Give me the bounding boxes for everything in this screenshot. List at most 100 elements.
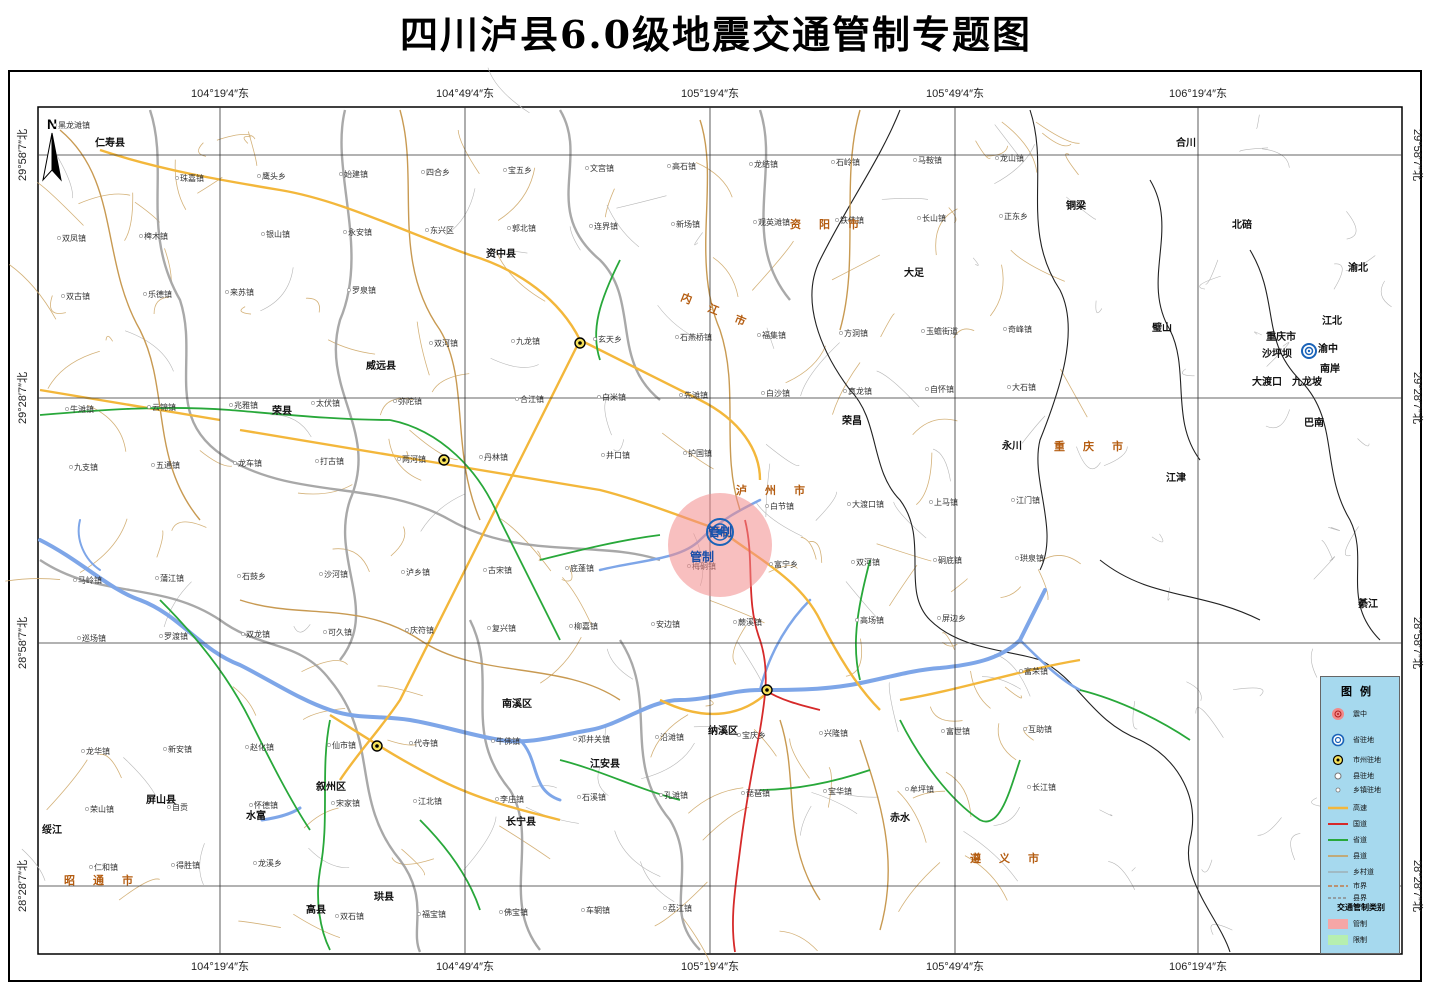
capital-icon — [1301, 343, 1317, 359]
county-boundary-line — [1328, 897, 1348, 899]
town-label: 白沙镇 — [766, 388, 790, 398]
town-icon — [487, 626, 491, 630]
town-icon — [651, 622, 655, 626]
town-icon — [159, 634, 163, 638]
town-label: 庆符镇 — [410, 625, 434, 635]
lat-label-3-right: 28°58′7″北 — [1411, 617, 1424, 669]
town-label: 永安镇 — [348, 227, 372, 237]
town-marker: 东兴区 — [425, 225, 454, 235]
town-label: 沙河镇 — [324, 569, 348, 579]
legend-category-title: 交通管制类别 — [1337, 903, 1385, 912]
town-icon — [597, 395, 601, 399]
town-marker: 沙河镇 — [319, 569, 348, 579]
town-label: 蕨溪镇 — [738, 617, 762, 627]
county-label: 渝中 — [1318, 342, 1338, 355]
town-marker: 打古镇 — [315, 456, 344, 466]
town-marker: 高石镇 — [667, 161, 696, 171]
lon-label-5-top: 106°19′4″东 — [1169, 87, 1227, 100]
county-label: 长宁县 — [506, 815, 536, 828]
town-marker: 井口镇 — [601, 450, 630, 460]
town-icon — [601, 453, 605, 457]
county-label: 沙坪坝 — [1262, 347, 1292, 360]
lat-label-2-right: 29°28′7″北 — [1411, 372, 1424, 424]
town-label: 仁和镇 — [94, 862, 118, 872]
town-marker: 富宁乡 — [769, 559, 798, 569]
town-label: 邓井关镇 — [578, 734, 610, 744]
legend-title: 图例 — [1341, 685, 1379, 698]
town-marker: 仙市镇 — [327, 740, 356, 750]
town-marker: 五通镇 — [151, 460, 180, 470]
town-icon — [819, 731, 823, 735]
town-label: 龙溪乡 — [258, 858, 282, 868]
province-boundary — [811, 109, 1381, 953]
town-marker: 富世镇 — [941, 726, 970, 736]
county-label: 仁寿县 — [95, 136, 125, 149]
town-icon — [585, 166, 589, 170]
town-label: 鹰头乡 — [262, 171, 286, 181]
town-icon — [667, 164, 671, 168]
town-marker: 龙车镇 — [233, 458, 262, 468]
town-icon — [1007, 385, 1011, 389]
town-marker: 牟坪镇 — [905, 784, 934, 794]
town-marker: 庆符镇 — [405, 625, 434, 635]
town-label: 观英滩镇 — [758, 217, 790, 227]
town-marker: 复兴镇 — [487, 623, 516, 633]
town-label: 复兴镇 — [492, 623, 516, 633]
town-icon — [245, 745, 249, 749]
town-marker: 琵琶镇 — [741, 788, 770, 798]
prefecture-label-ziyang: 资阳市 — [790, 217, 877, 231]
town-marker: 蕨溪镇 — [733, 617, 762, 627]
town-marker: 巡场镇 — [77, 633, 106, 643]
town-marker: 玉蟾街道 — [921, 326, 958, 336]
town-label: 泸乡镇 — [406, 567, 430, 577]
town-icon — [913, 158, 917, 162]
town-label: 龙山镇 — [1000, 153, 1024, 163]
town-label: 新场镇 — [676, 219, 700, 229]
town-label: 李庄镇 — [500, 794, 524, 804]
county-label: 渝北 — [1348, 261, 1368, 274]
town-marker: 怀德镇 — [249, 800, 278, 810]
town-icon — [905, 787, 909, 791]
town-label: 太伏镇 — [316, 398, 340, 408]
county-label: 永川 — [1001, 439, 1022, 452]
county-label: 江安县 — [590, 757, 620, 770]
town-label: 始建镇 — [344, 169, 368, 179]
town-marker: 龙溪乡 — [253, 858, 282, 868]
legend-item-city-boundary: 市界 — [1327, 879, 1397, 893]
town-marker: 白米镇 — [597, 392, 626, 402]
town-icon — [1019, 669, 1023, 673]
prefecture-label-zunyi: 遵义市 — [970, 851, 1057, 865]
traffic-control-zone[interactable]: 管制 管制 — [668, 493, 772, 597]
town-label: 双龙镇 — [246, 629, 270, 639]
town-icon — [675, 335, 679, 339]
lat-label-1-left: 29°58′7″北 — [16, 129, 29, 181]
town-label: 底蓬镇 — [570, 563, 594, 573]
town-marker: 石鼓乡 — [237, 571, 266, 581]
city-icon — [574, 337, 586, 349]
town-label: 宝庆乡 — [742, 730, 766, 740]
town-icon — [655, 735, 659, 739]
town-marker: 双龙镇 — [241, 629, 270, 639]
town-marker: 马岭镇 — [73, 575, 102, 585]
lat-label-2-left: 29°28′7″北 — [16, 372, 29, 424]
county-label: 威远县 — [366, 359, 396, 372]
lat-label-4-left: 28°28′7″北 — [16, 860, 29, 912]
legend-item-town: 乡镇驻地 — [1327, 783, 1397, 797]
county-icon — [1334, 772, 1342, 780]
lat-labels-right: 29°58′7″北 29°28′7″北 28°58′7″北 28°28′7″北 — [1411, 129, 1424, 912]
town-label: 黑龙滩镇 — [58, 120, 90, 130]
town-icon — [225, 290, 229, 294]
town-label: 打古镇 — [320, 456, 344, 466]
town-marker: 互助镇 — [1023, 724, 1052, 734]
town-label: 自怀镇 — [930, 384, 954, 394]
town-icon — [581, 908, 585, 912]
town-marker: 弥陀镇 — [393, 396, 422, 406]
town-label: 仙市镇 — [332, 740, 356, 750]
town-label: 双河镇 — [434, 338, 458, 348]
town-label: 牛佛镇 — [496, 736, 520, 746]
town-icon — [757, 333, 761, 337]
town-label: 福宝镇 — [422, 909, 446, 919]
legend-item-village-road: 乡村道 — [1327, 865, 1397, 879]
north-arrow-icon: N — [42, 116, 62, 182]
